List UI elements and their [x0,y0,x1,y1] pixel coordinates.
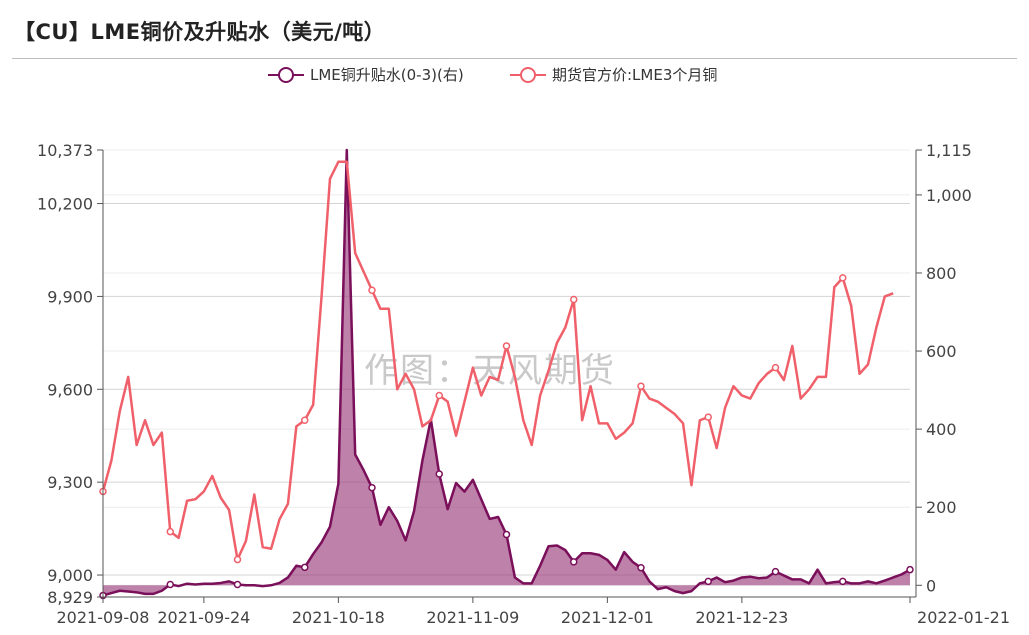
premium-point [704,577,712,586]
price-point [435,391,443,400]
y-left-tick-label: 10,373 [37,141,93,160]
x-tick-label: 2021-12-01 [561,608,654,627]
legend: LME铜升贴水(0-3)(右) 期货官方价:LME3个月铜 [268,66,717,84]
y-left-tick-label: 10,200 [37,195,93,214]
price-point [166,527,174,536]
y-right-tick-label: 800 [926,264,957,283]
y-right-tick-label: 1,000 [926,186,972,205]
premium-point [166,580,174,589]
y-right-tick-label: 1,115 [926,141,972,160]
legend-price-marker [520,67,536,83]
y-right-tick-label: 0 [926,576,936,595]
series-price [99,160,894,564]
price-point [368,286,376,294]
premium-point [368,483,376,492]
premium-point [771,567,780,576]
y-left-tick-label: 9,900 [47,287,93,306]
price-point [570,295,578,304]
y-left-tick-label: 9,300 [47,473,93,492]
price-line [101,160,894,561]
premium-point [570,558,578,566]
x-tick-label: 2021-12-23 [695,608,788,627]
y-left-tick-label: 9,600 [47,380,93,399]
price-point [233,555,242,564]
x-tick-label: 2022-01-21 [917,608,1010,627]
watermark-text: 作图：天风期货 [364,351,616,391]
premium-point [301,563,309,572]
y-left-tick-label: 9,000 [47,566,93,585]
price-point [301,416,309,424]
x-tick-label: 2021-09-24 [157,608,250,627]
premium-point [839,577,847,586]
price-point [502,342,511,350]
y-right-tick-label: 200 [926,498,957,517]
price-point [704,413,712,421]
price-point [637,382,645,390]
chart-title: 【CU】LME铜价及升贴水（美元/吨） [14,20,386,44]
legend-price-label: 期货官方价:LME3个月铜 [552,66,717,84]
y-right-tick-label: 400 [926,420,957,439]
legend-premium-label: LME铜升贴水(0-3)(右) [310,66,464,84]
premium-point [906,565,914,574]
title-divider [12,58,1017,59]
y-right-tick-label: 600 [926,342,957,361]
premium-point [435,470,443,478]
price-point [839,274,847,282]
y-left-tick-label: 8,929 [47,588,93,607]
premium-point [502,530,511,539]
x-tick-label: 2021-09-08 [57,608,150,627]
price-point [771,363,780,372]
premium-point [637,563,645,572]
x-tick-label: 2021-11-09 [426,608,519,627]
legend-premium-marker [278,67,294,83]
premium-point [233,580,242,589]
x-tick-label: 2021-10-18 [292,608,385,627]
